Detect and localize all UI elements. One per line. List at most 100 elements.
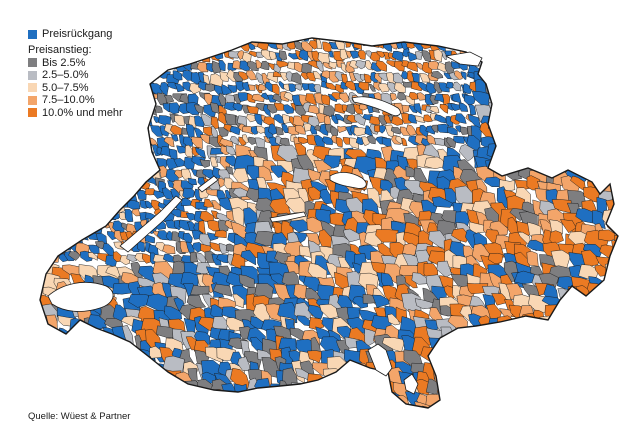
municipality xyxy=(199,158,210,168)
municipality xyxy=(461,28,472,35)
municipality xyxy=(283,92,294,102)
municipality xyxy=(601,359,618,374)
municipality xyxy=(247,38,255,42)
municipality xyxy=(75,391,95,408)
map-legend: Preisrückgang Preisanstieg: Bis 2.5% 2.5… xyxy=(28,28,123,119)
municipality xyxy=(179,93,190,105)
municipality xyxy=(224,189,232,201)
municipality xyxy=(240,249,256,266)
municipality xyxy=(191,42,200,55)
municipality xyxy=(558,137,572,151)
municipality xyxy=(241,126,254,135)
legend-swatch xyxy=(28,29,37,39)
municipality xyxy=(126,81,139,91)
municipality xyxy=(532,390,549,408)
municipality xyxy=(67,200,80,215)
municipality xyxy=(321,94,331,106)
municipality xyxy=(393,165,412,182)
municipality xyxy=(165,38,178,42)
municipality xyxy=(539,67,558,86)
municipality xyxy=(97,136,107,145)
municipality xyxy=(354,113,366,126)
municipality xyxy=(40,264,42,284)
municipality xyxy=(190,285,210,296)
municipality xyxy=(278,50,288,61)
legend-item-class-4: 7.5–10.0% xyxy=(28,94,123,107)
municipality xyxy=(163,136,175,148)
municipality xyxy=(232,293,245,309)
municipality xyxy=(625,190,639,209)
municipality xyxy=(144,51,154,61)
municipality xyxy=(73,221,81,235)
municipality xyxy=(357,38,366,42)
municipality xyxy=(216,253,229,264)
municipality xyxy=(90,212,103,222)
municipality xyxy=(569,335,582,353)
municipality xyxy=(305,413,321,425)
municipality xyxy=(516,401,536,408)
municipality xyxy=(507,137,526,155)
municipality xyxy=(173,382,191,394)
municipality xyxy=(577,314,592,330)
municipality xyxy=(247,93,256,103)
municipality xyxy=(272,93,283,104)
municipality xyxy=(577,92,596,111)
municipality xyxy=(584,401,602,408)
municipality xyxy=(462,335,478,349)
municipality xyxy=(320,399,341,408)
municipality xyxy=(369,116,381,126)
municipality xyxy=(111,145,121,158)
municipality xyxy=(164,42,179,53)
municipality xyxy=(40,337,50,354)
municipality xyxy=(89,145,100,157)
municipality xyxy=(590,113,613,130)
municipality xyxy=(278,337,297,351)
municipality xyxy=(60,232,70,242)
municipality xyxy=(497,85,511,103)
municipality xyxy=(242,391,256,408)
municipality xyxy=(131,116,140,128)
municipality xyxy=(93,371,113,391)
municipality xyxy=(583,40,602,60)
municipality xyxy=(56,125,69,135)
municipality xyxy=(616,170,618,189)
municipality xyxy=(378,72,388,81)
municipality xyxy=(63,146,72,159)
municipality xyxy=(527,136,550,151)
municipality xyxy=(581,249,600,268)
municipality xyxy=(57,189,68,203)
municipality xyxy=(172,70,183,81)
municipality xyxy=(363,394,384,408)
municipality xyxy=(505,326,526,348)
municipality xyxy=(275,126,284,136)
municipality xyxy=(104,125,114,139)
municipality xyxy=(621,224,638,240)
municipality xyxy=(105,134,118,146)
municipality xyxy=(260,38,269,42)
municipality xyxy=(391,116,404,126)
municipality xyxy=(160,62,169,70)
municipality xyxy=(40,136,41,148)
municipality xyxy=(445,81,454,89)
municipality xyxy=(130,39,140,51)
municipality xyxy=(173,40,187,52)
municipality xyxy=(113,180,124,193)
municipality xyxy=(67,189,79,203)
municipality xyxy=(119,155,128,167)
municipality xyxy=(62,137,76,150)
municipality xyxy=(293,231,308,244)
municipality xyxy=(45,221,58,235)
municipality xyxy=(590,348,604,364)
municipality xyxy=(589,360,611,376)
municipality xyxy=(391,50,405,62)
municipality xyxy=(549,230,564,245)
municipality xyxy=(210,38,224,39)
municipality xyxy=(595,62,612,86)
municipality xyxy=(468,31,477,36)
municipality xyxy=(617,400,618,408)
municipality xyxy=(79,380,99,392)
municipality xyxy=(131,208,141,217)
municipality xyxy=(154,105,163,113)
